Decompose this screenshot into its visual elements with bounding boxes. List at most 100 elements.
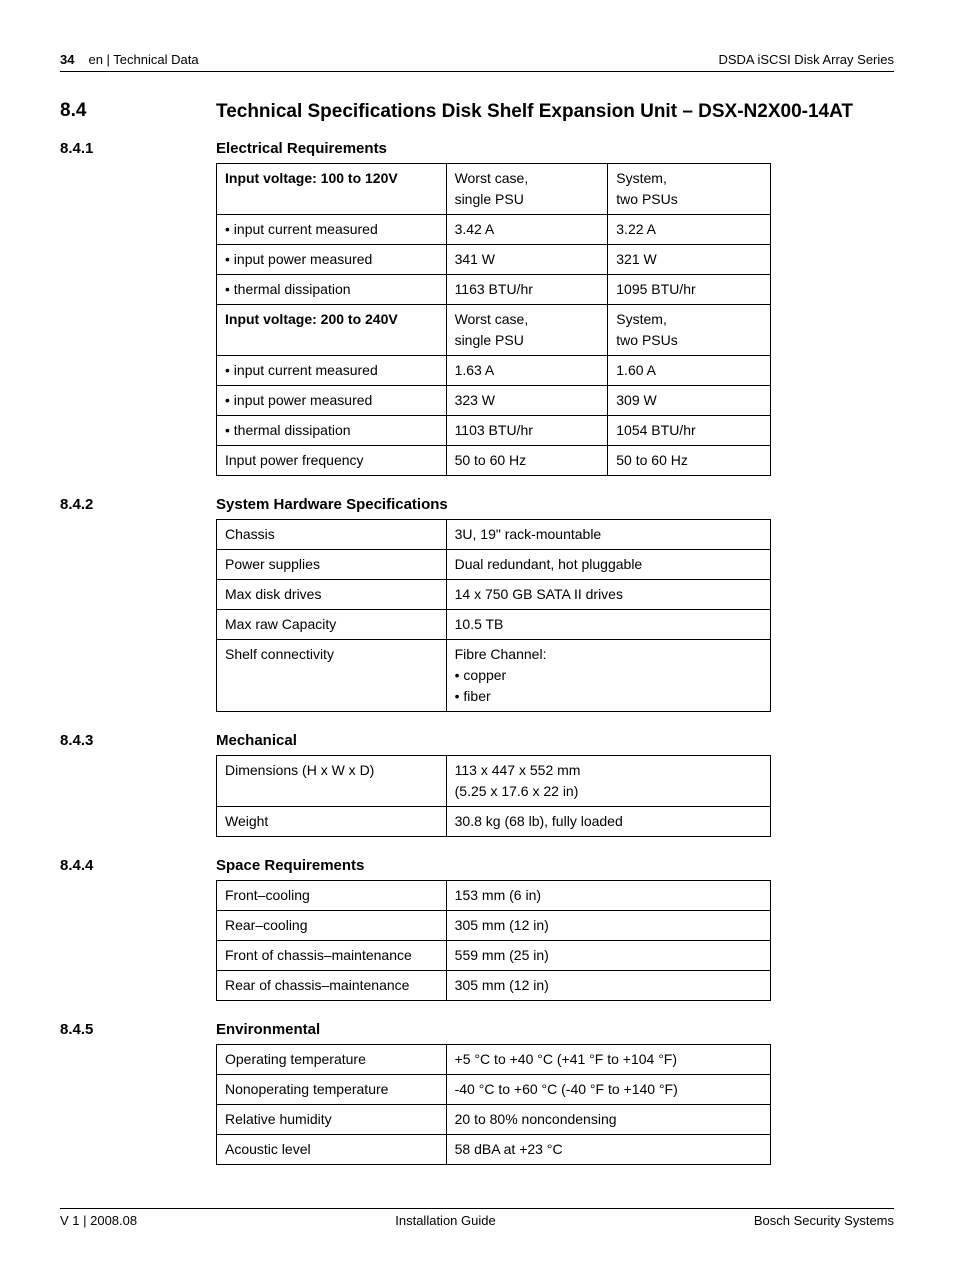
table-cell: 1163 BTU/hr: [446, 274, 608, 304]
subsection-mechanical: 8.4.3 Mechanical Dimensions (H x W x D)1…: [60, 732, 894, 857]
table-row: • input current measured1.63 A1.60 A: [217, 355, 771, 385]
subsection-number: 8.4.4: [60, 857, 216, 874]
table-row: • thermal dissipation1103 BTU/hr1054 BTU…: [217, 415, 771, 445]
subsection-title: Environmental: [216, 1021, 894, 1038]
table-cell: 3.22 A: [608, 214, 771, 244]
table-cell: Operating temperature: [217, 1044, 447, 1074]
subsection-hardware: 8.4.2 System Hardware Specifications Cha…: [60, 496, 894, 732]
table-cell: 1054 BTU/hr: [608, 415, 771, 445]
table-cell: 58 dBA at +23 °C: [446, 1134, 770, 1164]
table-row: Nonoperating temperature-40 °C to +60 °C…: [217, 1074, 771, 1104]
table-cell: 321 W: [608, 244, 771, 274]
footer-left: V 1 | 2008.08: [60, 1213, 137, 1228]
table-cell: Acoustic level: [217, 1134, 447, 1164]
subsection-title: Space Requirements: [216, 857, 894, 874]
table-cell: 153 mm (6 in): [446, 880, 770, 910]
section-title: Technical Specifications Disk Shelf Expa…: [216, 100, 894, 124]
table-row: Shelf connectivityFibre Channel:• copper…: [217, 639, 771, 711]
table-row: Input voltage: 200 to 240VWorst case,sin…: [217, 304, 771, 355]
footer-right: Bosch Security Systems: [754, 1213, 894, 1228]
table-cell: • thermal dissipation: [217, 274, 447, 304]
table-cell: Rear of chassis–maintenance: [217, 970, 447, 1000]
table-row: • input power measured323 W309 W: [217, 385, 771, 415]
table-cell: +5 °C to +40 °C (+41 °F to +104 °F): [446, 1044, 770, 1074]
table-cell: 1103 BTU/hr: [446, 415, 608, 445]
table-row: Acoustic level58 dBA at +23 °C: [217, 1134, 771, 1164]
subsection-space: 8.4.4 Space Requirements Front–cooling15…: [60, 857, 894, 1021]
table-cell: 309 W: [608, 385, 771, 415]
table-cell: • input power measured: [217, 385, 447, 415]
table-cell: 113 x 447 x 552 mm(5.25 x 17.6 x 22 in): [446, 755, 770, 806]
table-row: • input power measured341 W321 W: [217, 244, 771, 274]
table-cell: 30.8 kg (68 lb), fully loaded: [446, 806, 770, 836]
table-cell: 3U, 19" rack-mountable: [446, 519, 770, 549]
table-cell: 14 x 750 GB SATA II drives: [446, 579, 770, 609]
table-cell: 323 W: [446, 385, 608, 415]
breadcrumb: en | Technical Data: [88, 52, 198, 67]
table-row: Front of chassis–maintenance559 mm (25 i…: [217, 940, 771, 970]
table-cell: Fibre Channel:• copper• fiber: [446, 639, 770, 711]
table-cell: System,two PSUs: [608, 304, 771, 355]
section-heading: 8.4 Technical Specifications Disk Shelf …: [60, 100, 894, 140]
table-row: Rear of chassis–maintenance305 mm (12 in…: [217, 970, 771, 1000]
table-cell: 50 to 60 Hz: [608, 445, 771, 475]
table-cell: 305 mm (12 in): [446, 910, 770, 940]
table-row: Front–cooling153 mm (6 in): [217, 880, 771, 910]
table-cell: 1095 BTU/hr: [608, 274, 771, 304]
table-cell: 1.60 A: [608, 355, 771, 385]
subsection-electrical: 8.4.1 Electrical Requirements Input volt…: [60, 140, 894, 496]
table-environmental: Operating temperature+5 °C to +40 °C (+4…: [216, 1044, 771, 1165]
table-row: Max raw Capacity10.5 TB: [217, 609, 771, 639]
table-row: • thermal dissipation1163 BTU/hr1095 BTU…: [217, 274, 771, 304]
footer-center: Installation Guide: [395, 1213, 495, 1228]
table-cell: • thermal dissipation: [217, 415, 447, 445]
table-cell: 3.42 A: [446, 214, 608, 244]
table-cell: • input current measured: [217, 214, 447, 244]
table-row: • input current measured3.42 A3.22 A: [217, 214, 771, 244]
table-row: Input voltage: 100 to 120VWorst case,sin…: [217, 163, 771, 214]
table-row: Weight30.8 kg (68 lb), fully loaded: [217, 806, 771, 836]
subsection-number: 8.4.2: [60, 496, 216, 513]
subsection-environmental: 8.4.5 Environmental Operating temperatur…: [60, 1021, 894, 1185]
subsection-number: 8.4.5: [60, 1021, 216, 1038]
table-cell: Power supplies: [217, 549, 447, 579]
table-cell: • input current measured: [217, 355, 447, 385]
table-cell: Relative humidity: [217, 1104, 447, 1134]
table-row: Operating temperature+5 °C to +40 °C (+4…: [217, 1044, 771, 1074]
table-cell: Nonoperating temperature: [217, 1074, 447, 1104]
subsection-number: 8.4.3: [60, 732, 216, 749]
table-cell: Worst case,single PSU: [446, 163, 608, 214]
table-cell: Dual redundant, hot pluggable: [446, 549, 770, 579]
table-cell: 50 to 60 Hz: [446, 445, 608, 475]
page-header: 34 en | Technical Data DSDA iSCSI Disk A…: [60, 52, 894, 72]
doc-series: DSDA iSCSI Disk Array Series: [718, 52, 894, 67]
table-cell: 341 W: [446, 244, 608, 274]
table-cell: -40 °C to +60 °C (-40 °F to +140 °F): [446, 1074, 770, 1104]
table-cell: Shelf connectivity: [217, 639, 447, 711]
table-row: Chassis3U, 19" rack-mountable: [217, 519, 771, 549]
table-cell: Max raw Capacity: [217, 609, 447, 639]
table-cell: 20 to 80% noncondensing: [446, 1104, 770, 1134]
table-cell: • input power measured: [217, 244, 447, 274]
table-mechanical: Dimensions (H x W x D)113 x 447 x 552 mm…: [216, 755, 771, 837]
table-cell: Worst case,single PSU: [446, 304, 608, 355]
table-cell: Front–cooling: [217, 880, 447, 910]
page-footer: V 1 | 2008.08 Installation Guide Bosch S…: [60, 1208, 894, 1228]
table-space: Front–cooling153 mm (6 in)Rear–cooling30…: [216, 880, 771, 1001]
table-cell: Dimensions (H x W x D): [217, 755, 447, 806]
header-left: 34 en | Technical Data: [60, 52, 199, 67]
subsection-title: Mechanical: [216, 732, 894, 749]
subsection-title: System Hardware Specifications: [216, 496, 894, 513]
table-cell: Rear–cooling: [217, 910, 447, 940]
table-cell: 1.63 A: [446, 355, 608, 385]
table-cell: 10.5 TB: [446, 609, 770, 639]
subsection-title: Electrical Requirements: [216, 140, 894, 157]
table-cell: Input voltage: 100 to 120V: [217, 163, 447, 214]
table-cell: 559 mm (25 in): [446, 940, 770, 970]
table-row: Input power frequency50 to 60 Hz50 to 60…: [217, 445, 771, 475]
table-row: Power suppliesDual redundant, hot plugga…: [217, 549, 771, 579]
section-number: 8.4: [60, 100, 216, 122]
subsection-number: 8.4.1: [60, 140, 216, 157]
page-number: 34: [60, 52, 74, 67]
table-cell: Input voltage: 200 to 240V: [217, 304, 447, 355]
